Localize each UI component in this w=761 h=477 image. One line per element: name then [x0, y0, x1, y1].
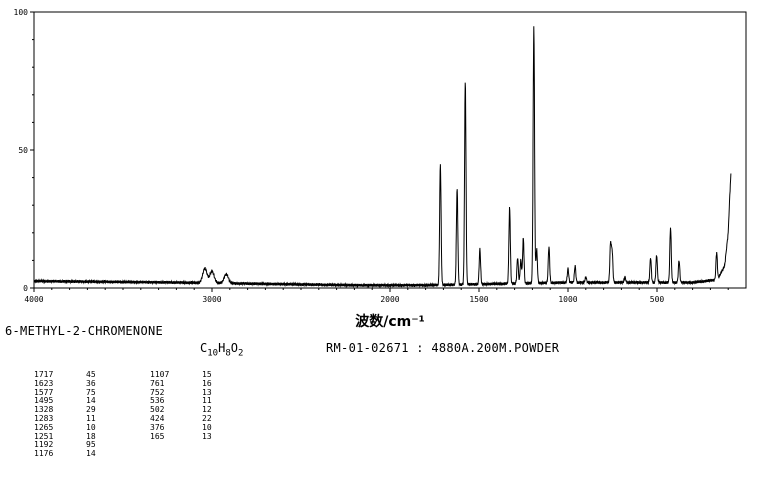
peak-wavenumber: 1577 [34, 387, 54, 397]
peak-table-row: 1176 14 [34, 449, 116, 459]
peak-intensity: 75 [86, 387, 96, 397]
peak-intensity: 11 [202, 396, 212, 406]
x-tick-label: 500 [650, 295, 665, 304]
peak-table-row: 1717 45 [34, 370, 116, 380]
peak-intensity: 14 [86, 449, 96, 459]
peak-table-row: 502 12 [150, 405, 232, 415]
peak-intensity: 18 [86, 431, 96, 441]
peak-table-row: 752 13 [150, 387, 232, 398]
peak-wavenumber: 1717 [34, 370, 54, 379]
peak-intensity: 15 [202, 370, 212, 379]
peak-wavenumber: 165 [150, 431, 165, 441]
peak-intensity: 11 [86, 413, 96, 423]
y-tick-label: 50 [18, 146, 28, 155]
y-tick-label: 0 [23, 284, 28, 293]
peak-wavenumber: 761 [150, 378, 165, 388]
peak-table-row: 1192 95 [34, 441, 116, 450]
peak-table-row: 1251 18 [34, 431, 116, 442]
x-tick-label: 2000 [380, 295, 399, 304]
sample-info: RM-01-02671 : 4880A.200M.POWDER [326, 341, 560, 355]
spectrum-line [33, 26, 732, 289]
x-tick-label: 3000 [202, 295, 221, 304]
peak-wavenumber: 1495 [34, 396, 54, 406]
formula-o: O [230, 341, 238, 355]
peak-intensity: 12 [202, 405, 212, 415]
peak-table-row: 1265 10 [34, 422, 116, 433]
peak-table-row: 165 13 [150, 431, 232, 442]
x-tick-label: 1000 [558, 295, 577, 304]
compound-name: 6-METHYL-2-CHROMENONE [5, 324, 164, 338]
peak-table-row: 1577 75 [34, 387, 116, 398]
peak-intensity: 13 [202, 431, 212, 441]
peak-intensity: 10 [202, 422, 212, 432]
peak-wavenumber: 376 [150, 422, 165, 432]
peak-intensity: 14 [86, 396, 96, 406]
x-axis-ticks: 4000 3000 2000 1500 1000 500 [24, 288, 729, 304]
peak-wavenumber: 1107 [150, 370, 170, 379]
peak-intensity: 36 [86, 378, 96, 388]
peak-table-row: 1107 15 [150, 370, 232, 380]
formula-o-count: 2 [237, 348, 244, 359]
peak-intensity: 95 [86, 440, 96, 450]
plot-frame [33, 11, 747, 289]
peak-intensity: 29 [86, 405, 96, 415]
formula-c: C [200, 341, 208, 355]
formula-c-count: 10 [207, 348, 219, 359]
peak-wavenumber: 1192 [34, 440, 54, 450]
peak-wavenumber: 1176 [34, 449, 54, 459]
formula-h: H [218, 341, 226, 355]
peak-table-row: 1623 36 [34, 378, 116, 389]
peak-intensity: 10 [86, 422, 96, 432]
peak-wavenumber: 752 [150, 387, 165, 397]
peak-wavenumber: 536 [150, 396, 165, 406]
peak-intensity: 16 [202, 378, 212, 388]
peak-wavenumber: 1283 [34, 413, 54, 423]
peak-intensity: 22 [202, 413, 212, 423]
molecular-formula: C10H8O2 [200, 341, 243, 358]
peak-table-row: 1328 29 [34, 405, 116, 415]
peak-table-column-1: 1717 45 1623 36 1577 75 1495 14 1328 29 1283 11 1265… [34, 370, 116, 459]
peak-table-row: 1283 11 [34, 413, 116, 424]
y-axis-ticks: 0 50 100 [14, 8, 34, 293]
x-tick-label: 4000 [24, 295, 43, 304]
x-tick-label: 1500 [469, 295, 488, 304]
peak-wavenumber: 502 [150, 405, 165, 415]
peak-table-column-2: 1107 15 761 16 752 13 536 11 502 12 424 22 376 10 165 1… [150, 370, 232, 442]
peak-wavenumber: 1328 [34, 405, 54, 415]
peak-intensity: 13 [202, 387, 212, 397]
peak-table-row: 424 22 [150, 413, 232, 424]
peak-wavenumber: 424 [150, 413, 165, 423]
peak-wavenumber: 1623 [34, 378, 54, 388]
peak-table-row: 761 16 [150, 378, 232, 389]
peak-table-row: 1495 14 [34, 397, 116, 406]
peak-table-row: 536 11 [150, 397, 232, 406]
y-tick-label: 100 [14, 8, 29, 17]
peak-wavenumber: 1251 [34, 431, 54, 441]
x-axis-title: 波数/cm⁻¹ [355, 313, 425, 330]
peak-table-row: 376 10 [150, 422, 232, 433]
formula-h-count: 8 [225, 348, 231, 359]
peak-intensity: 45 [86, 370, 96, 379]
peak-wavenumber: 1265 [34, 422, 54, 432]
raman-spectrum-chart: 4000 3000 2000 1500 1000 500 0 50 100 波数/cm⁻¹ [14, 8, 747, 330]
